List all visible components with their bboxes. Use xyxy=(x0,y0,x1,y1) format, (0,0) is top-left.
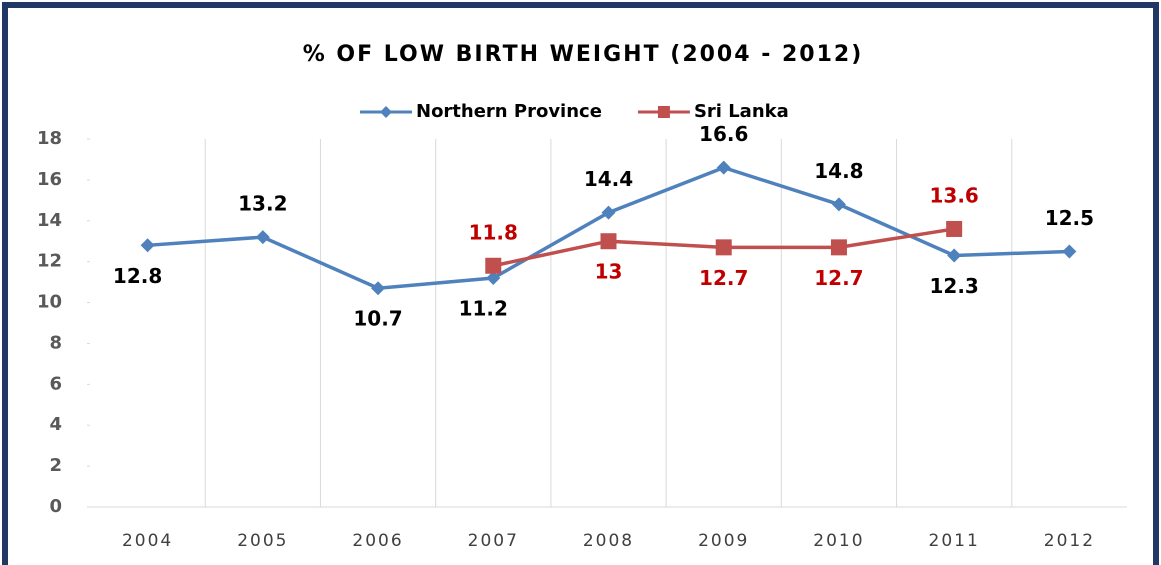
data-label: 13.2 xyxy=(238,192,287,216)
data-label: 11.2 xyxy=(459,297,508,321)
data-label: 11.8 xyxy=(469,220,518,244)
x-tick-label: 2009 xyxy=(698,531,749,551)
marker xyxy=(600,233,617,250)
legend-label: Northern Province xyxy=(416,101,602,122)
data-label: 12.3 xyxy=(929,274,978,298)
x-tick-label: 2012 xyxy=(1044,531,1095,551)
marker xyxy=(371,281,386,296)
marker xyxy=(947,248,962,263)
data-label: 12.7 xyxy=(814,266,863,290)
legend-marker xyxy=(380,106,392,118)
y-tick-label: 18 xyxy=(37,128,62,149)
marker xyxy=(1062,244,1077,259)
marker xyxy=(830,239,847,256)
marker xyxy=(946,220,963,237)
y-tick-label: 6 xyxy=(49,373,62,394)
x-tick-label: 2011 xyxy=(929,531,980,551)
marker xyxy=(715,239,732,256)
chart-title: % OF LOW BIRTH WEIGHT (2004 - 2012) xyxy=(303,42,864,67)
data-label: 12.5 xyxy=(1045,206,1094,230)
data-label: 10.7 xyxy=(353,307,402,331)
y-tick-label: 12 xyxy=(37,251,62,272)
x-tick-label: 2005 xyxy=(237,531,288,551)
marker xyxy=(716,160,731,175)
x-tick-label: 2004 xyxy=(122,531,173,551)
legend-marker xyxy=(657,106,670,118)
marker xyxy=(140,238,155,253)
x-tick-label: 2006 xyxy=(352,531,403,551)
marker xyxy=(831,197,846,212)
y-tick-label: 0 xyxy=(49,496,62,517)
data-label: 12.8 xyxy=(113,264,162,288)
data-label: 16.6 xyxy=(699,122,748,146)
x-tick-label: 2007 xyxy=(468,531,519,551)
data-label: 14.8 xyxy=(814,159,863,183)
marker xyxy=(486,271,501,286)
y-tick-label: 14 xyxy=(37,210,62,231)
data-label: 14.4 xyxy=(584,167,633,191)
data-label: 13.6 xyxy=(929,183,978,207)
data-label: 13 xyxy=(595,260,623,284)
y-tick-label: 8 xyxy=(49,332,62,353)
y-tick-label: 16 xyxy=(37,169,62,190)
marker xyxy=(255,230,270,245)
data-label: 12.7 xyxy=(699,266,748,290)
y-tick-label: 10 xyxy=(37,292,62,313)
x-tick-label: 2010 xyxy=(813,531,864,551)
x-tick-label: 2008 xyxy=(583,531,634,551)
y-tick-label: 4 xyxy=(49,414,62,435)
marker xyxy=(485,257,502,274)
legend-label: Sri Lanka xyxy=(694,101,789,122)
y-tick-label: 2 xyxy=(49,455,62,476)
marker xyxy=(601,205,616,220)
